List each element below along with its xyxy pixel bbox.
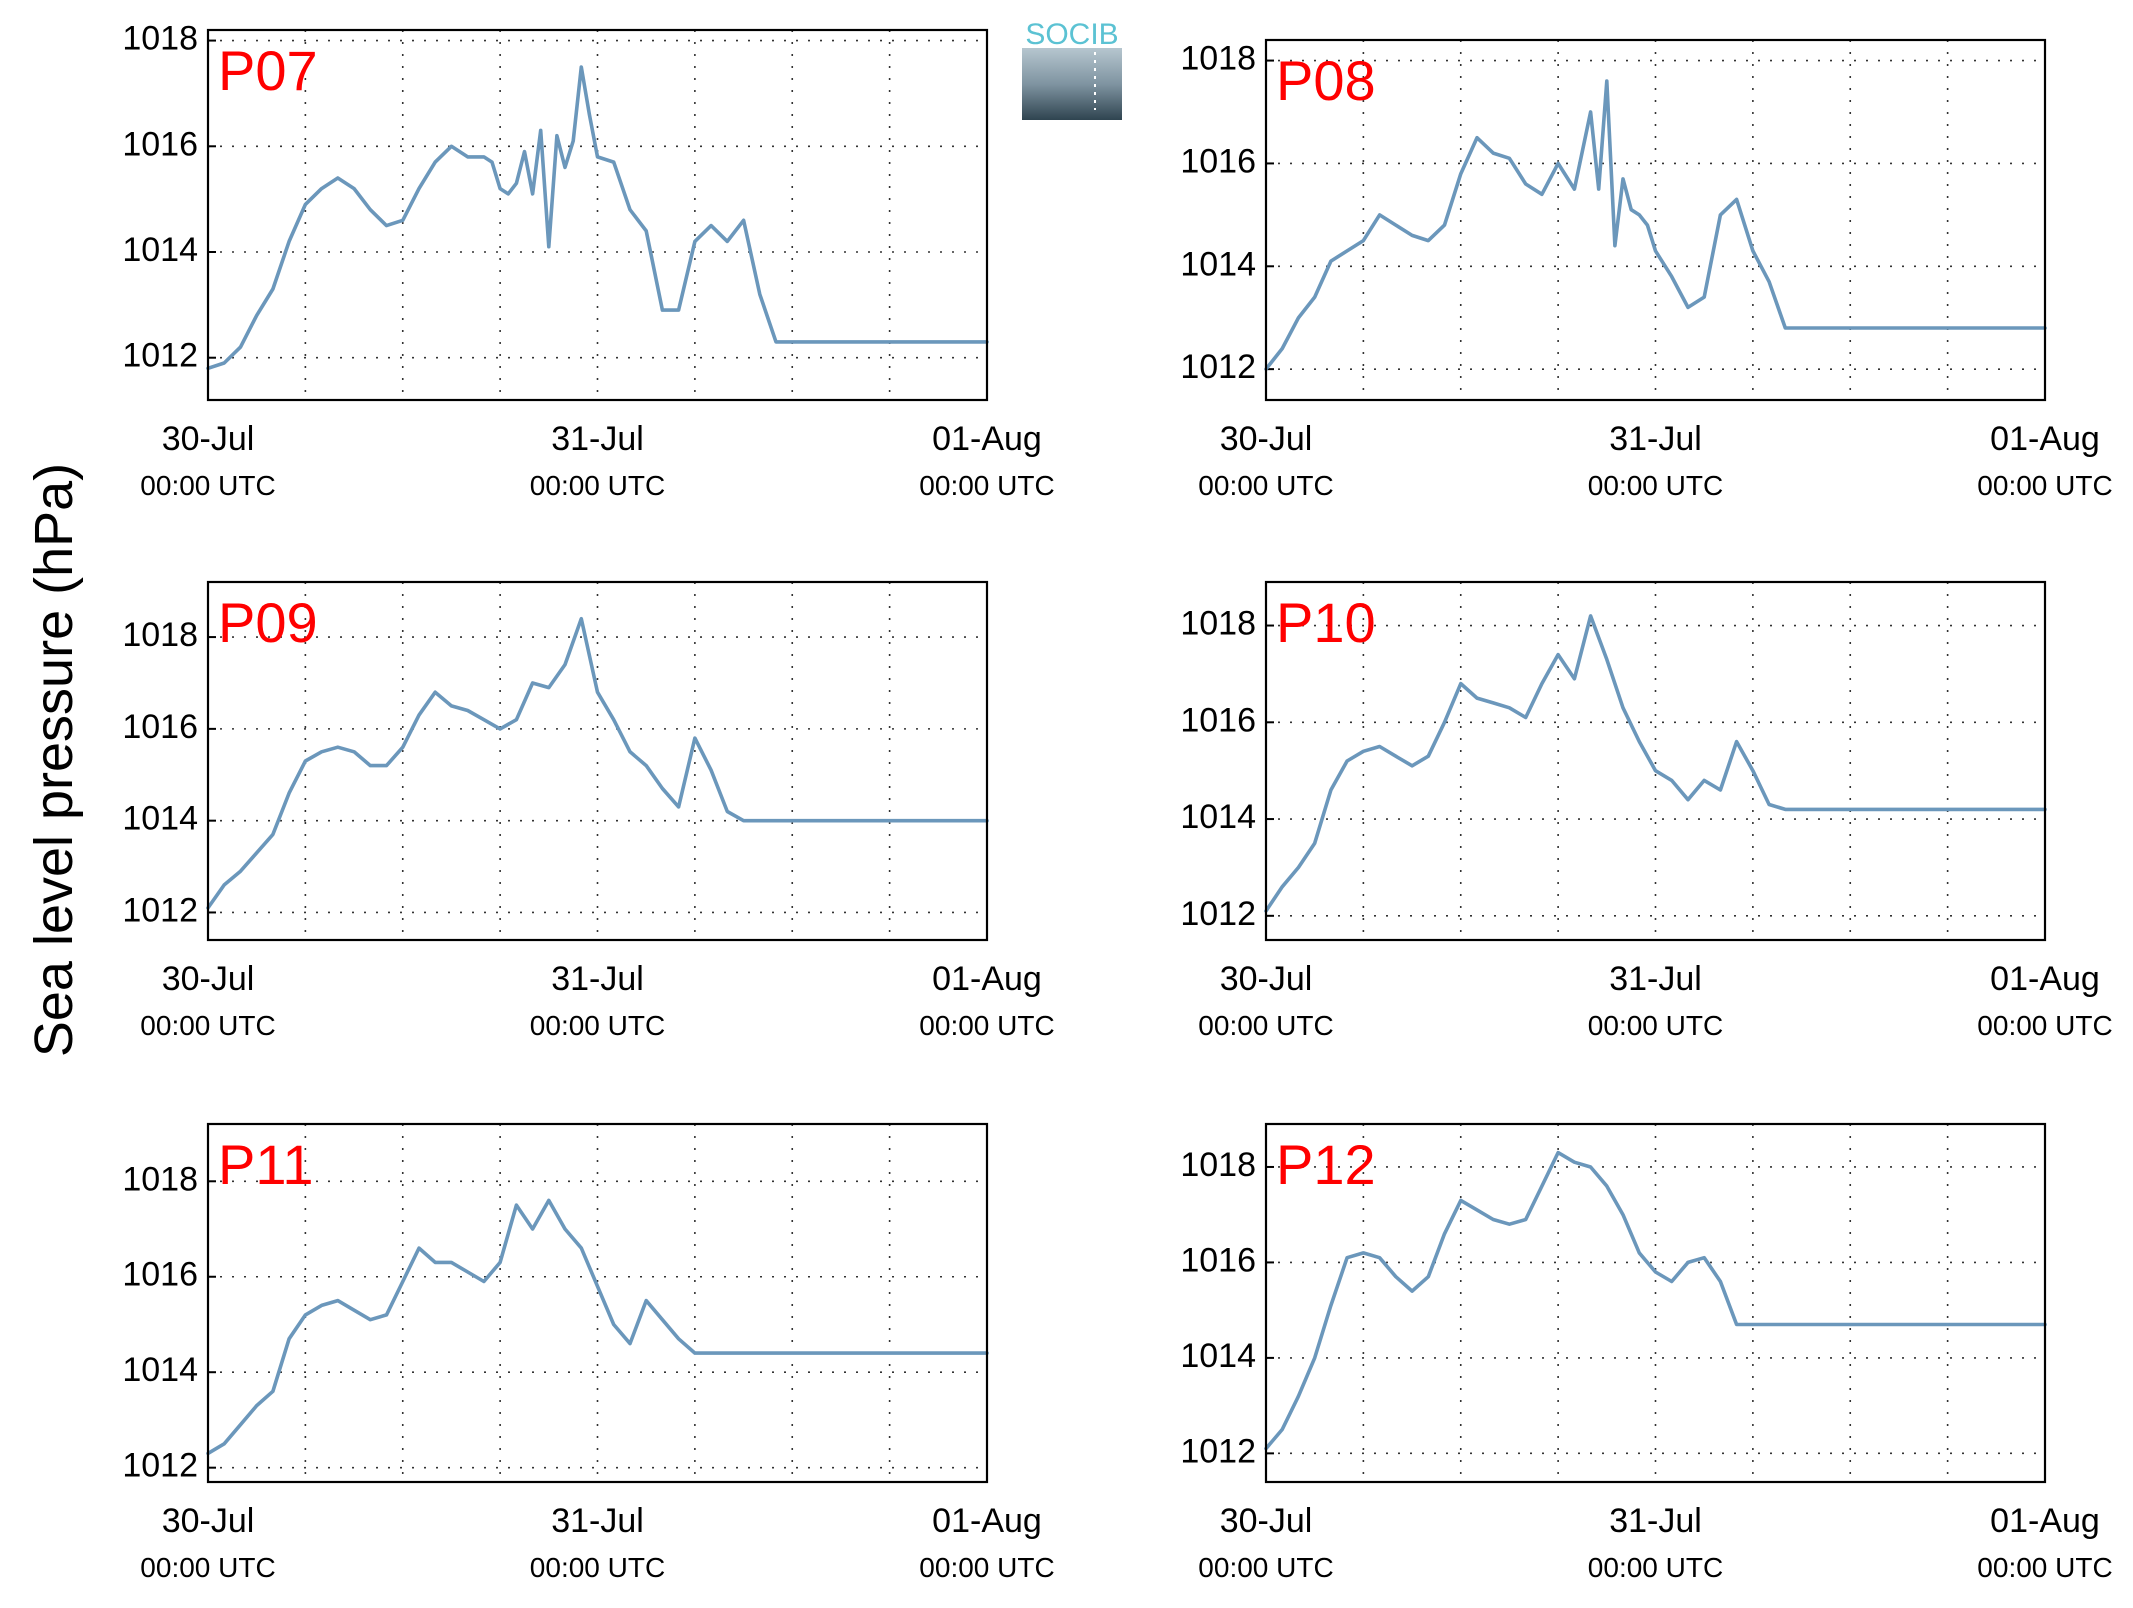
y-tick-label: 1014 bbox=[122, 231, 198, 269]
y-tick-label: 1012 bbox=[122, 1447, 198, 1485]
x-tick-date: 30-Jul bbox=[1220, 960, 1313, 998]
y-tick-label: 1016 bbox=[122, 1256, 198, 1294]
y-tick-label: 1016 bbox=[1180, 1241, 1256, 1279]
x-tick-time: 00:00 UTC bbox=[1198, 1010, 1333, 1041]
panel-p07: 1012 1014 1016 1018 30-Jul 00:00 UTC 31-Jul 00:… bbox=[122, 20, 1054, 501]
x-tick-date: 30-Jul bbox=[1220, 1502, 1313, 1540]
logo-gradient-box bbox=[1022, 48, 1122, 120]
y-tick-label: 1018 bbox=[122, 616, 198, 654]
x-tick-time: 00:00 UTC bbox=[530, 1552, 665, 1583]
x-tick-date: 01-Aug bbox=[1990, 420, 2100, 458]
socib-logo: SOCIB bbox=[1022, 18, 1122, 120]
x-tick-time: 00:00 UTC bbox=[1977, 470, 2112, 501]
y-tick-label: 1016 bbox=[1180, 701, 1256, 739]
x-tick-time: 00:00 UTC bbox=[530, 1010, 665, 1041]
x-tick-time: 00:00 UTC bbox=[919, 1010, 1054, 1041]
x-tick-time: 00:00 UTC bbox=[1588, 1552, 1723, 1583]
x-tick-time: 00:00 UTC bbox=[140, 1010, 275, 1041]
y-tick-label: 1014 bbox=[1180, 1337, 1256, 1375]
y-tick-label: 1018 bbox=[1180, 1146, 1256, 1184]
x-tick-time: 00:00 UTC bbox=[140, 1552, 275, 1583]
series-line-p11 bbox=[206, 1198, 989, 1456]
x-tick-time: 00:00 UTC bbox=[140, 470, 275, 501]
series-line-p12 bbox=[1264, 1150, 2047, 1451]
y-tick-label: 1018 bbox=[1180, 605, 1256, 643]
y-axis-label: Sea level pressure (hPa) bbox=[24, 463, 84, 1057]
series-line-p09 bbox=[206, 616, 989, 910]
y-tick-label: 1014 bbox=[122, 1351, 198, 1389]
x-tick-time: 00:00 UTC bbox=[919, 470, 1054, 501]
panel-label: P10 bbox=[1276, 591, 1376, 654]
x-tick-time: 00:00 UTC bbox=[1977, 1010, 2112, 1041]
panel-p09: 1012 1014 1016 1018 30-Jul 00:00 UTC 31-Jul 00:… bbox=[122, 580, 1055, 1041]
x-tick-time: 00:00 UTC bbox=[919, 1552, 1054, 1583]
x-tick-date: 01-Aug bbox=[932, 960, 1042, 998]
x-tick-date: 01-Aug bbox=[932, 420, 1042, 458]
y-tick-label: 1012 bbox=[122, 891, 198, 929]
y-tick-label: 1018 bbox=[122, 1160, 198, 1198]
y-tick-label: 1018 bbox=[1180, 40, 1256, 78]
x-tick-date: 30-Jul bbox=[162, 420, 255, 458]
plot-frame bbox=[1264, 38, 2047, 402]
panel-label: P09 bbox=[218, 591, 318, 654]
x-tick-date: 30-Jul bbox=[162, 960, 255, 998]
panel-label: P08 bbox=[1276, 49, 1376, 112]
x-tick-date: 31-Jul bbox=[1609, 420, 1702, 458]
panels: 1012 1014 1016 1018 30-Jul 00:00 UTC 31-Jul 00:… bbox=[122, 20, 2112, 1583]
x-tick-time: 00:00 UTC bbox=[1588, 1010, 1723, 1041]
plot-frame bbox=[206, 1122, 989, 1484]
x-tick-time: 00:00 UTC bbox=[1588, 470, 1723, 501]
y-tick-label: 1012 bbox=[1180, 348, 1256, 386]
y-tick-label: 1012 bbox=[1180, 895, 1256, 933]
panel-label: P12 bbox=[1276, 1133, 1376, 1196]
x-tick-date: 30-Jul bbox=[1220, 420, 1313, 458]
x-tick-date: 31-Jul bbox=[551, 420, 644, 458]
panel-label: P07 bbox=[218, 39, 318, 102]
plot-frame bbox=[206, 580, 989, 942]
x-tick-date: 31-Jul bbox=[1609, 960, 1702, 998]
x-tick-date: 31-Jul bbox=[551, 960, 644, 998]
panel-p11: 1012 1014 1016 1018 30-Jul 00:00 UTC 31-Jul 00:… bbox=[122, 1122, 1055, 1583]
x-tick-date: 01-Aug bbox=[932, 1502, 1042, 1540]
y-tick-label: 1016 bbox=[1180, 142, 1256, 180]
y-tick-label: 1012 bbox=[1180, 1432, 1256, 1470]
panel-p10: 1012 1014 1016 1018 30-Jul 00:00 UTC 31-Jul 00:… bbox=[1180, 580, 2113, 1041]
y-tick-label: 1014 bbox=[1180, 245, 1256, 283]
panel-p08: 1012 1014 1016 1018 30-Jul 00:00 UTC 31-Jul 00:… bbox=[1180, 38, 2113, 501]
y-tick-label: 1012 bbox=[122, 337, 198, 375]
y-tick-label: 1018 bbox=[122, 20, 198, 58]
x-tick-date: 31-Jul bbox=[1609, 1502, 1702, 1540]
x-tick-time: 00:00 UTC bbox=[1198, 470, 1333, 501]
series-line-p07 bbox=[206, 65, 989, 371]
x-tick-date: 30-Jul bbox=[162, 1502, 255, 1540]
y-tick-label: 1016 bbox=[122, 708, 198, 746]
plot-frame bbox=[1264, 1122, 2047, 1484]
series-line-p08 bbox=[1264, 79, 2047, 371]
x-tick-time: 00:00 UTC bbox=[1977, 1552, 2112, 1583]
series-line-p10 bbox=[1264, 614, 2047, 913]
y-tick-label: 1014 bbox=[122, 800, 198, 838]
x-tick-time: 00:00 UTC bbox=[1198, 1552, 1333, 1583]
plot-frame bbox=[206, 28, 989, 402]
x-tick-time: 00:00 UTC bbox=[530, 470, 665, 501]
y-tick-label: 1016 bbox=[122, 125, 198, 163]
panel-p12: 1012 1014 1016 1018 30-Jul 00:00 UTC 31-Jul 00:… bbox=[1180, 1122, 2113, 1583]
logo-text: SOCIB bbox=[1025, 18, 1118, 51]
y-tick-label: 1014 bbox=[1180, 798, 1256, 836]
x-tick-date: 01-Aug bbox=[1990, 960, 2100, 998]
panel-label: P11 bbox=[218, 1133, 313, 1196]
x-tick-date: 31-Jul bbox=[551, 1502, 644, 1540]
x-tick-date: 01-Aug bbox=[1990, 1502, 2100, 1540]
plot-frame bbox=[1264, 580, 2047, 942]
